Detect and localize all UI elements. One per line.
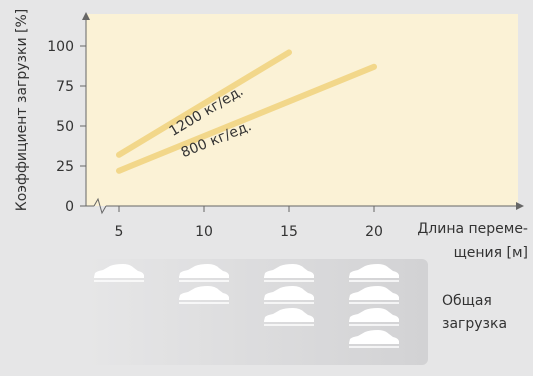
- car-icon: [349, 308, 399, 326]
- car-icon: [349, 264, 399, 282]
- load-panel-background: [86, 259, 428, 365]
- car-icon: [94, 264, 144, 282]
- plot-area: [86, 14, 518, 206]
- x-axis-label-line2: щения [м]: [454, 245, 528, 261]
- x-tick-label: 5: [115, 224, 124, 240]
- car-icon: [264, 264, 314, 282]
- tick-labels: 0 25 50 75 100 5 10 15 20: [47, 39, 383, 240]
- y-tick-label: 75: [56, 79, 74, 95]
- car-icon: [349, 330, 399, 348]
- car-icon: [264, 286, 314, 304]
- load-label-line1: Общая: [442, 293, 492, 309]
- load-label-line2: загрузка: [442, 316, 507, 332]
- load-cars: [94, 264, 399, 348]
- y-tick-label: 100: [47, 39, 74, 55]
- car-icon: [264, 308, 314, 326]
- series-line-1: [116, 49, 292, 158]
- series-line-2: [116, 63, 377, 174]
- y-axis-label: Коэффициент загрузки [%]: [14, 9, 30, 211]
- car-icon: [179, 264, 229, 282]
- y-tick-label: 50: [56, 119, 74, 135]
- x-tick-label: 15: [280, 224, 298, 240]
- x-tick-label: 10: [195, 224, 213, 240]
- x-axis-label-line1: Длина переме-: [417, 221, 528, 237]
- car-icon: [349, 286, 399, 304]
- x-axis-arrow: [516, 202, 524, 210]
- car-icon: [179, 286, 229, 304]
- y-axis-arrow: [82, 12, 90, 20]
- x-tick-label: 20: [365, 224, 383, 240]
- x-axis-break: [93, 197, 107, 215]
- y-tick-label: 0: [65, 199, 74, 215]
- series-lines: [116, 49, 377, 174]
- y-tick-label: 25: [56, 159, 74, 175]
